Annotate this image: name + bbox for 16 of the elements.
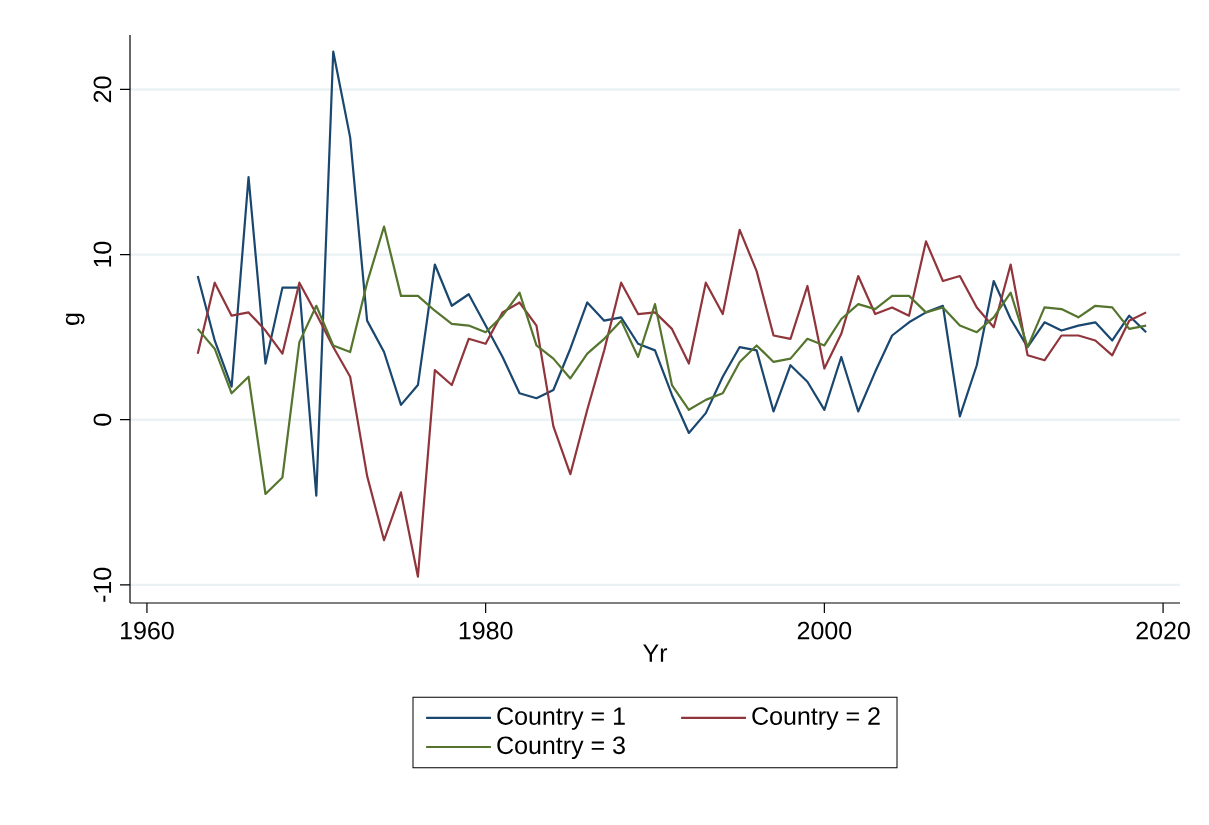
x-tick-label: 1960 [121,621,174,640]
y-tick-label: 20 [93,76,112,103]
legend-label: Country = 1 [497,707,625,730]
legend-label: Country = 3 [497,736,625,760]
line-series [196,50,1148,497]
line-series [196,225,1148,496]
x-tick-label: 2020 [1136,621,1190,640]
x-tick-label: 2000 [797,621,852,640]
y-tick-label: -10 [93,567,112,602]
x-axis-title: Yr [643,644,668,662]
y-axis-title: g [65,313,85,325]
y-tick-label: 10 [93,241,112,267]
y-tick-label: 0 [93,413,112,426]
line-series [196,228,1148,578]
legend-label: Country = 2 [752,707,880,730]
x-tick-label: 1980 [459,621,513,640]
